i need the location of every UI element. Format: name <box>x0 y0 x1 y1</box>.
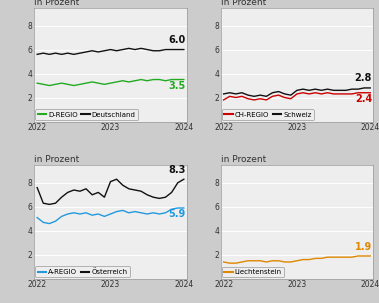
Text: 5.9: 5.9 <box>168 209 186 219</box>
Text: 8.3: 8.3 <box>168 165 186 175</box>
Text: 2.4: 2.4 <box>355 94 372 104</box>
Text: in Prozent: in Prozent <box>34 155 79 164</box>
Text: 1.9: 1.9 <box>355 242 372 252</box>
Legend: CH-REGIO, Schweiz: CH-REGIO, Schweiz <box>222 109 314 120</box>
Text: 2.8: 2.8 <box>355 73 372 83</box>
Text: in Prozent: in Prozent <box>34 0 79 7</box>
Legend: Liechtenstein: Liechtenstein <box>222 267 284 277</box>
Text: in Prozent: in Prozent <box>221 0 266 7</box>
Legend: D-REGIO, Deutschland: D-REGIO, Deutschland <box>36 109 138 120</box>
Text: 3.5: 3.5 <box>168 81 186 91</box>
Text: 6.0: 6.0 <box>168 35 186 45</box>
Legend: A-REGIO, Österreich: A-REGIO, Österreich <box>36 266 130 277</box>
Text: in Prozent: in Prozent <box>221 155 266 164</box>
